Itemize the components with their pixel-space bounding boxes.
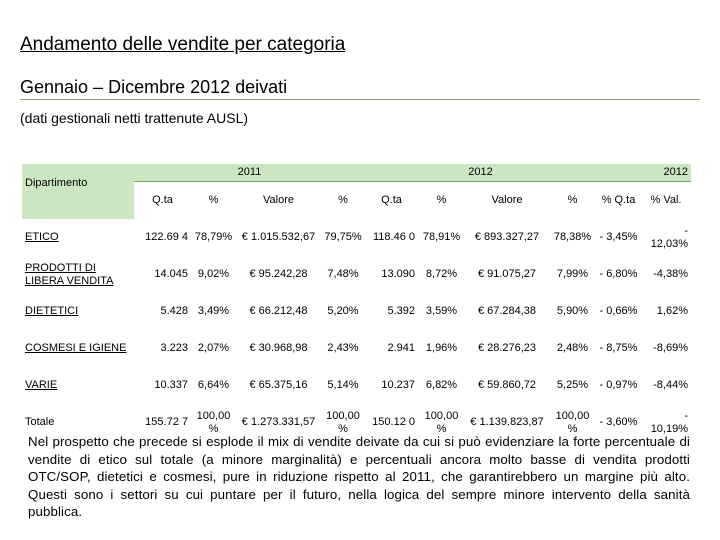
- column-header-row: Q.ta % Valore % Q.ta % Valore % % Q.ta %…: [22, 182, 691, 220]
- table-cell: 7,99%: [556, 268, 589, 280]
- table-cell: € 59.860,72: [477, 379, 537, 391]
- table-cell: 8,72%: [425, 268, 458, 280]
- col-header: Q.ta: [381, 194, 402, 206]
- table-cell: 155.72 7: [145, 416, 188, 428]
- table-cell: 6,64%: [197, 379, 230, 391]
- year-2012-header: 2012: [365, 164, 596, 182]
- table-cell: € 95.242,28: [249, 268, 308, 280]
- table-cell: 2.941: [387, 342, 415, 354]
- col-header: %: [208, 194, 219, 206]
- table-cell: € 67.284,38: [477, 305, 537, 317]
- table-cell: 1,96%: [425, 342, 458, 354]
- table-cell: 122.69 4: [145, 231, 188, 243]
- table-cell: 5.428: [160, 305, 188, 317]
- dept-header: Dipartimento: [22, 164, 134, 219]
- year-header-row: Dipartimento 2011 2012 2012: [22, 164, 691, 219]
- table-cell: € 30.968,98: [249, 342, 308, 354]
- table-cell: 3.223: [160, 342, 188, 354]
- table-cell: € 1.139.823,87: [470, 416, 544, 428]
- table-row: ETICO 122.69 4 78,79% € 1.015.532,67 79,75% 1…: [22, 219, 691, 256]
- table-cell: 100,00 %: [424, 409, 459, 435]
- table-cell: 5,90%: [556, 305, 589, 317]
- col-header: %: [338, 194, 348, 206]
- table-cell: 6,82%: [425, 379, 458, 391]
- table-cell: - 10,19%: [650, 409, 688, 435]
- table-cell: - 8,75%: [599, 342, 638, 354]
- commentary-paragraph: Nel prospetto che precede si esplode il …: [28, 434, 690, 519]
- sales-table: Dipartimento 2011 2012 2012 Q.ta % Valor…: [22, 164, 691, 441]
- table-cell: € 66.212,48: [249, 305, 308, 317]
- table-cell: 78,38%: [553, 231, 592, 243]
- table-cell: 2,48%: [556, 342, 589, 354]
- table-cell: - 6,80%: [599, 268, 638, 280]
- table-cell: 2,07%: [197, 342, 230, 354]
- table-cell: 5,20%: [327, 305, 359, 317]
- col-header: % Val.: [650, 194, 682, 206]
- table-cell: 2,43%: [327, 342, 359, 354]
- table-row: DIETETICI 5.428 3,49% € 66.212,48 5,20% 5.392…: [22, 293, 691, 330]
- year-2012-delta-header: 2012: [596, 164, 691, 182]
- table-cell: 1,62%: [656, 305, 688, 317]
- table-row: VARIE 10.337 6,64% € 65.375,16 5,14% 10.237 6,…: [22, 367, 691, 404]
- table-cell: - 3,60%: [599, 416, 638, 428]
- table-cell: 118.46 0: [372, 231, 415, 243]
- table-row: Totale 155.72 7 100,00 % € 1.273.331,57 100,…: [22, 404, 691, 441]
- col-header: %: [567, 194, 578, 206]
- table-cell: -8,44%: [653, 379, 688, 391]
- table-cell: € 91.075,27: [477, 268, 537, 280]
- table-cell: 100,00 %: [326, 409, 360, 435]
- table-cell: 14.045: [154, 268, 188, 280]
- table-cell: -8,69%: [653, 342, 688, 354]
- table-cell: € 1.273.331,57: [241, 416, 316, 428]
- table-cell: 79,75%: [324, 231, 362, 243]
- table-cell: 10.337: [154, 379, 188, 391]
- table-cell: € 28.276,23: [477, 342, 537, 354]
- table-row: COSMESI E IGIENE 3.223 2,07% € 30.968,98 2,4…: [22, 330, 691, 367]
- table-cell: - 0,97%: [599, 379, 638, 391]
- row-label: Totale: [25, 416, 55, 428]
- table-cell: 3,59%: [425, 305, 458, 317]
- row-label: ETICO: [25, 231, 59, 243]
- table-cell: 5,14%: [327, 379, 359, 391]
- table-cell: € 1.015.532,67: [241, 231, 316, 243]
- table-cell: 150.12 0: [372, 416, 415, 428]
- col-header: Valore: [491, 194, 523, 206]
- table-cell: 78,79%: [194, 231, 233, 243]
- divider: [20, 99, 700, 100]
- table-row: PRODOTTI DI LIBERA VENDITA 14.045 9,02% € 9…: [22, 256, 691, 293]
- row-label: DIETETICI: [25, 305, 79, 317]
- col-header: Q.ta: [152, 194, 173, 206]
- table-cell: 78,91%: [422, 231, 461, 243]
- table-cell: -4,38%: [653, 268, 688, 280]
- row-label: COSMESI E IGIENE: [25, 342, 127, 354]
- page-subtitle: Gennaio – Dicembre 2012 deivati: [20, 77, 288, 97]
- table-cell: 5,25%: [556, 379, 589, 391]
- col-header: Valore: [263, 194, 294, 206]
- page-title: Andamento delle vendite per categoria: [20, 34, 346, 55]
- table-cell: - 0,66%: [599, 305, 638, 317]
- table-cell: 7,48%: [327, 268, 359, 280]
- year-2011-header: 2011: [134, 164, 365, 182]
- col-header: %: [436, 194, 447, 206]
- row-label: VARIE: [25, 379, 58, 391]
- table-cell: 10.237: [381, 379, 415, 391]
- table-cell: - 12,03%: [650, 224, 688, 250]
- table-cell: 100,00 %: [555, 409, 590, 435]
- table-cell: € 893.327,27: [474, 231, 540, 243]
- table-cell: - 3,45%: [599, 231, 638, 243]
- col-header: % Q.ta: [601, 194, 636, 206]
- table-cell: 5.392: [387, 305, 415, 317]
- row-label: PRODOTTI DI LIBERA VENDITA: [25, 261, 114, 287]
- data-note: (dati gestionali netti trattenute AUSL): [20, 110, 249, 126]
- table-cell: 13.090: [381, 268, 415, 280]
- table-cell: 3,49%: [197, 305, 230, 317]
- table-cell: 100,00 %: [196, 409, 231, 435]
- table-cell: € 65.375,16: [249, 379, 308, 391]
- table-cell: 9,02%: [197, 268, 230, 280]
